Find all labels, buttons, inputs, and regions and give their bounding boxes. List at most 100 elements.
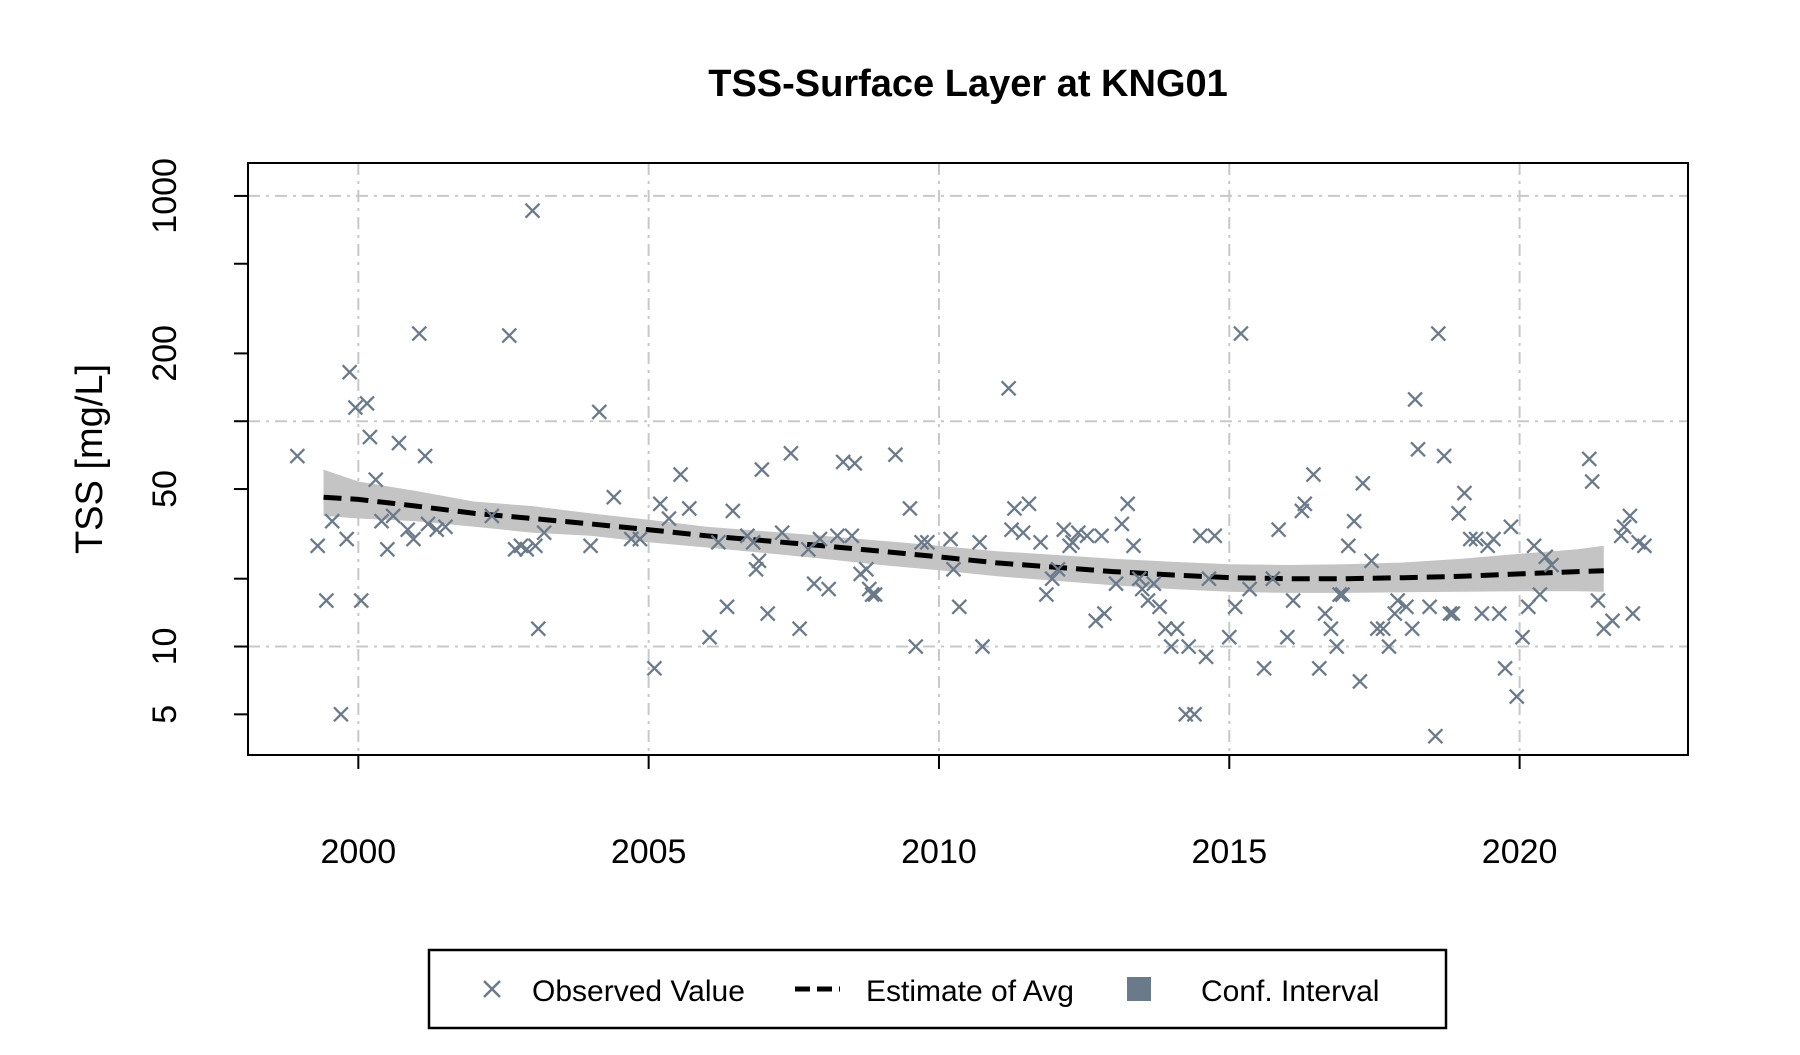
observed-point [1622,508,1638,524]
observed-point [745,534,761,551]
observed-point [1064,534,1081,551]
observed-point [1038,586,1055,603]
observed-point [1474,605,1490,622]
observed-point [1221,629,1238,646]
observed-point [1328,638,1345,655]
observed-point [902,500,918,517]
observed-point [1398,599,1415,615]
observed-point [530,620,547,637]
observed-point [362,429,378,445]
observed-point [1363,553,1380,569]
observed-point [1241,581,1258,597]
y-axis-label: TSS [mg/L] [69,364,111,554]
observed-point [858,561,875,578]
observed-point [672,466,689,483]
observed-point [1636,537,1653,554]
observed-point [1169,620,1185,637]
observed-point [1352,673,1368,690]
observed-point [437,518,454,535]
x-tick-label: 2010 [901,833,977,871]
observed-point [1581,451,1598,467]
observed-point [1340,537,1357,554]
x-tick-label: 2015 [1191,833,1267,871]
observed-point [632,531,648,547]
estimate-line-group [323,494,1604,582]
observed-point [942,531,959,547]
observed-point [582,537,599,554]
observed-point [1323,620,1339,637]
observed-point [1270,521,1287,538]
legend-box [427,948,1448,1030]
observed-point [1543,557,1560,573]
observed-point [907,638,924,655]
observed-point [1055,521,1072,538]
observed-point [420,516,436,532]
observed-point [791,620,808,637]
observed-point [1317,605,1333,622]
observed-point [1108,575,1124,592]
observed-point [1334,586,1351,603]
observed-point [1436,448,1452,464]
observed-point [919,534,936,551]
observed-point [1032,534,1049,551]
observed-point [1015,524,1031,541]
x-tick-label: 2005 [611,833,687,871]
observed-point [646,660,663,677]
observed-point [1140,592,1156,609]
observed-point [385,508,401,524]
observed-point [591,404,608,420]
observed-point [405,531,422,547]
y-axis: 5 10 50 200 1000 [146,158,249,724]
grid-lines [248,163,1688,755]
observed-point [1279,629,1296,646]
observed-point [652,495,669,512]
observed-point [774,524,791,541]
observed-point [1186,706,1203,723]
observed-point [1157,620,1174,637]
observed-point [783,445,799,462]
confidence-band [323,469,1604,593]
legend-label-observed: Observed Value [532,975,745,1008]
observed-point [1456,485,1473,501]
observed-point [1346,513,1362,530]
observed-point [524,202,541,219]
observed-point [913,534,930,551]
observed-point [1093,528,1110,544]
observed-point [701,629,718,646]
observed-point [1514,629,1531,646]
observed-point [1590,592,1606,609]
observed-point [1000,380,1017,397]
observed-point [1427,728,1444,744]
observed-point [1355,475,1371,492]
observed-point [1369,620,1386,637]
observed-point [846,455,863,472]
observed-point [1311,660,1328,677]
observed-point [1050,561,1066,578]
chart-title: TSS-Surface Layer at KNG01 [708,63,1228,105]
observed-point [661,510,677,527]
observed-point [1491,605,1508,622]
observed-point [829,528,846,544]
observed-point [309,537,326,554]
observed-point [1265,570,1281,587]
observed-point [1410,441,1426,458]
observed-point [391,435,407,451]
observed-point [1421,599,1438,615]
observed-point [945,561,962,578]
observed-point [324,513,341,530]
observed-point [1131,570,1148,587]
y-tick-label: 1000 [146,158,184,234]
observed-point [1206,528,1223,544]
observed-point [1386,605,1403,622]
observed-point [887,446,904,463]
observed-point [1114,516,1130,532]
observed-point [1331,586,1348,603]
y-tick-label: 5 [146,705,184,724]
legend-observed-marker [483,980,501,998]
observed-point [484,508,500,524]
observed-point [1584,473,1601,490]
observed-point [1462,531,1479,547]
observed-point [1532,586,1548,603]
observed-point [518,541,535,558]
